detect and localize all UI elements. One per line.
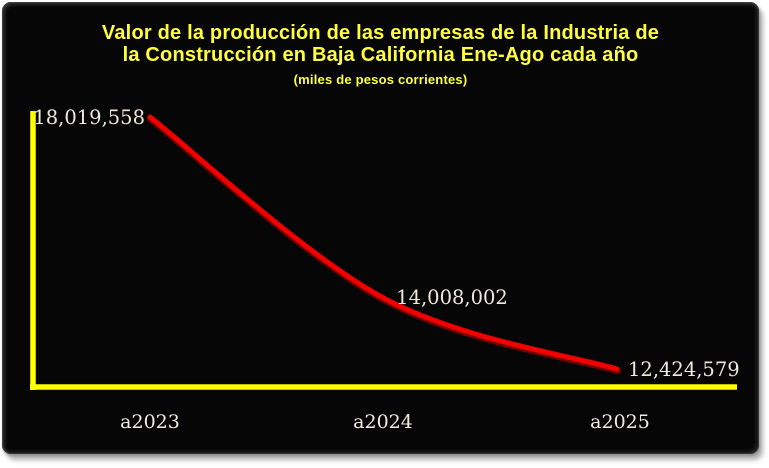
- chart-subtitle: (miles de pesos corrientes): [293, 72, 468, 87]
- production-line-series: [147, 114, 620, 372]
- chart-frame: Valor de la producción de las empresas d…: [2, 2, 759, 454]
- data-label-a2025: 12,424,579: [628, 358, 740, 381]
- x-axis-label-a2023: a2023: [120, 411, 180, 433]
- chart-title-block: Valor de la producción de las empresas d…: [2, 22, 759, 87]
- x-axis-label-a2025: a2025: [590, 411, 650, 433]
- x-axis-label-a2024: a2024: [353, 411, 413, 433]
- data-label-a2024: 14,008,002: [396, 286, 508, 309]
- chart-title-line-1: Valor de la producción de las empresas d…: [101, 22, 660, 44]
- chart-title-line-2: la Construcción en Baja California Ene-A…: [122, 43, 639, 66]
- production-line-series-shadow: [147, 115, 621, 375]
- data-label-a2023: 18,019,558: [33, 106, 145, 129]
